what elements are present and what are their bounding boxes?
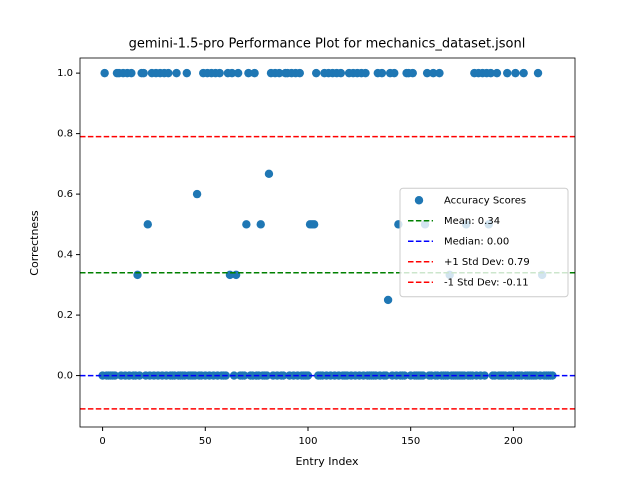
point bbox=[361, 68, 370, 78]
point bbox=[519, 68, 528, 78]
point bbox=[492, 68, 502, 78]
point bbox=[303, 371, 313, 380]
point bbox=[336, 68, 346, 78]
x-tick-label: 150 bbox=[401, 436, 420, 447]
legend-label: Mean: 0.34 bbox=[444, 216, 500, 227]
point bbox=[143, 220, 152, 229]
point bbox=[231, 270, 241, 280]
point bbox=[139, 68, 148, 78]
point bbox=[133, 270, 142, 280]
point bbox=[100, 68, 109, 78]
point bbox=[127, 68, 136, 78]
x-tick-label: 50 bbox=[199, 436, 212, 447]
point bbox=[172, 68, 181, 78]
point bbox=[242, 220, 251, 229]
y-tick-label: 0.6 bbox=[57, 189, 73, 200]
point bbox=[256, 220, 265, 229]
x-tick-label: 100 bbox=[298, 436, 317, 447]
y-tick-label: 0.8 bbox=[57, 129, 73, 140]
point bbox=[408, 68, 417, 78]
y-tick-label: 0.4 bbox=[57, 250, 73, 261]
point bbox=[279, 371, 288, 380]
point bbox=[312, 68, 321, 78]
point bbox=[227, 68, 237, 78]
x-axis-label: Entry Index bbox=[295, 455, 359, 468]
legend-label: Median: 0.00 bbox=[444, 236, 509, 247]
legend-label: +1 Std Dev: 0.79 bbox=[444, 257, 530, 268]
point bbox=[250, 68, 259, 78]
point bbox=[381, 371, 391, 380]
point bbox=[429, 68, 438, 78]
point bbox=[533, 68, 543, 78]
point bbox=[215, 68, 224, 78]
point bbox=[182, 68, 192, 78]
point bbox=[295, 68, 304, 78]
y-tick-label: 0.2 bbox=[57, 310, 73, 321]
point bbox=[548, 371, 557, 380]
legend-label: -1 Std Dev: -0.11 bbox=[444, 277, 529, 288]
point bbox=[422, 68, 432, 78]
x-tick-label: 200 bbox=[504, 436, 523, 447]
point bbox=[503, 68, 512, 78]
point bbox=[383, 295, 393, 305]
point bbox=[486, 68, 495, 78]
point bbox=[233, 68, 243, 78]
point bbox=[435, 68, 444, 78]
point bbox=[377, 68, 387, 78]
point bbox=[309, 220, 319, 229]
point bbox=[511, 68, 520, 78]
point bbox=[264, 169, 274, 179]
plot-frame bbox=[79, 57, 576, 428]
point bbox=[275, 68, 284, 78]
legend-label: Accuracy Scores bbox=[444, 195, 526, 206]
legend-marker bbox=[414, 196, 424, 205]
y-tick-label: 0.0 bbox=[57, 371, 73, 382]
point bbox=[390, 68, 399, 78]
point bbox=[192, 189, 202, 199]
y-tick-label: 1.0 bbox=[57, 68, 73, 79]
point bbox=[240, 371, 249, 380]
x-tick-label: 0 bbox=[99, 436, 105, 447]
legend-box bbox=[399, 187, 569, 298]
point bbox=[244, 68, 253, 78]
point bbox=[164, 68, 173, 78]
y-axis-label: Correctness bbox=[28, 210, 41, 276]
chart-title: gemini-1.5-pro Performance Plot for mech… bbox=[129, 37, 526, 52]
